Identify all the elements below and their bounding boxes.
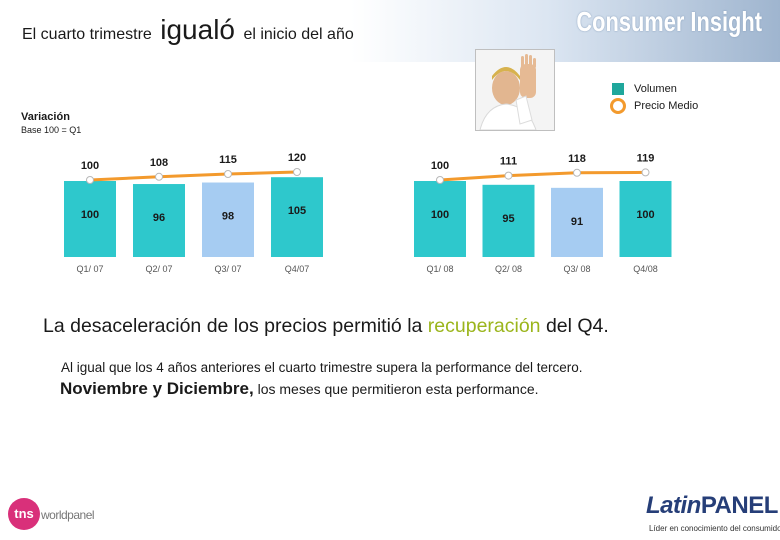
latinpanel-tagline: Líder en conocimiento del consumidor xyxy=(649,524,780,533)
title-part-2: igualó xyxy=(160,14,235,45)
price-point xyxy=(641,168,650,177)
legend-volume: Volumen xyxy=(612,80,698,97)
base-note: Base 100 = Q1 xyxy=(21,125,82,135)
chart-legend: Volumen Precio Medio xyxy=(610,80,699,114)
legend-volume-label: Volumen xyxy=(634,82,677,95)
price-data-label: 100 xyxy=(81,160,99,172)
title-part-1: El cuarto trimestre xyxy=(22,26,152,43)
price-point xyxy=(573,168,581,177)
volume-data-label: 100 xyxy=(431,209,449,221)
price-point xyxy=(155,172,163,181)
price-data-label: 108 xyxy=(150,157,168,169)
price-data-label: 111 xyxy=(500,156,517,168)
volume-bar xyxy=(271,177,323,257)
headline-part-2: del Q4. xyxy=(540,315,609,337)
body-line-2-bold: Noviembre y Diciembre, xyxy=(60,379,254,398)
price-point xyxy=(86,176,94,184)
volume-bar xyxy=(414,181,466,257)
consumer-insight-logo: Consumer Insight xyxy=(576,6,762,37)
legend-price: Precio Medio xyxy=(610,97,699,114)
header-banner xyxy=(0,0,780,62)
headline: La desaceleración de los precios permiti… xyxy=(43,315,609,338)
body-line-2-rest: los meses que permitieron esta performan… xyxy=(253,381,539,397)
volume-bar xyxy=(64,181,116,257)
body-line-1: Al igual que los 4 años anteriores el cu… xyxy=(61,360,583,375)
volume-bar xyxy=(551,187,603,257)
volume-data-label: 100 xyxy=(636,209,654,221)
volume-bar xyxy=(133,184,185,257)
volume-data-label: 96 xyxy=(153,212,165,224)
tns-worldpanel-logo: tns worldpanel xyxy=(8,498,103,534)
body-line-2: Noviembre y Diciembre, los meses que per… xyxy=(60,379,539,399)
price-point xyxy=(504,171,513,180)
price-data-label: 115 xyxy=(219,154,237,166)
person-photo xyxy=(475,49,555,131)
price-point xyxy=(224,170,232,178)
headline-part-1: La desaceleración de los precios permiti… xyxy=(43,315,428,337)
volume-swatch xyxy=(612,82,624,95)
slide-title: El cuarto trimestre igualó el inicio del… xyxy=(22,14,354,46)
volume-bar xyxy=(202,182,254,257)
price-swatch xyxy=(610,97,626,114)
volume-data-label: 100 xyxy=(81,209,99,221)
category-tick-label: Q1/ 08 xyxy=(426,264,453,274)
volume-data-label: 105 xyxy=(288,205,306,217)
variation-label: Variación xyxy=(21,111,70,123)
category-tick-label: Q3/ 08 xyxy=(563,264,590,274)
latinpanel-logo: LatinPANEL Líder en conocimiento del con… xyxy=(646,492,780,536)
category-tick-label: Q4/08 xyxy=(633,264,658,274)
headline-highlight: recuperación xyxy=(427,315,541,337)
price-point xyxy=(293,168,301,176)
price-data-label: 118 xyxy=(568,153,586,165)
volume-data-label: 91 xyxy=(571,216,583,228)
volume-bar xyxy=(619,181,672,257)
category-tick-label: Q4/07 xyxy=(285,264,310,274)
tns-mark: tns xyxy=(8,498,40,530)
latin-word-a: Latin xyxy=(646,492,701,519)
category-tick-label: Q1/ 07 xyxy=(76,264,103,274)
latin-word-b: PANEL xyxy=(700,492,779,519)
category-tick-label: Q2/ 07 xyxy=(145,264,172,274)
price-data-label: 120 xyxy=(288,152,306,164)
category-tick-label: Q2/ 08 xyxy=(495,264,522,274)
legend-price-label: Precio Medio xyxy=(634,99,699,112)
price-series-line xyxy=(439,170,646,182)
price-data-label: 119 xyxy=(637,152,655,164)
tns-wordmark: worldpanel xyxy=(41,508,95,522)
volume-bar xyxy=(482,184,535,257)
title-part-3: el inicio del año xyxy=(243,26,354,43)
price-point xyxy=(436,176,444,184)
volume-data-label: 95 xyxy=(502,213,514,225)
latinpanel-wordmark: LatinPANEL xyxy=(646,492,778,520)
price-data-label: 100 xyxy=(431,160,449,172)
volume-data-label: 98 xyxy=(222,211,234,223)
quarterly-charts: 100 Q1/ 07 96 Q2/ 07 98 Q3/ 07 105 Q4/07 100 108 1… xyxy=(64,152,672,274)
price-series-line xyxy=(89,170,298,182)
category-tick-label: Q3/ 07 xyxy=(214,264,241,274)
